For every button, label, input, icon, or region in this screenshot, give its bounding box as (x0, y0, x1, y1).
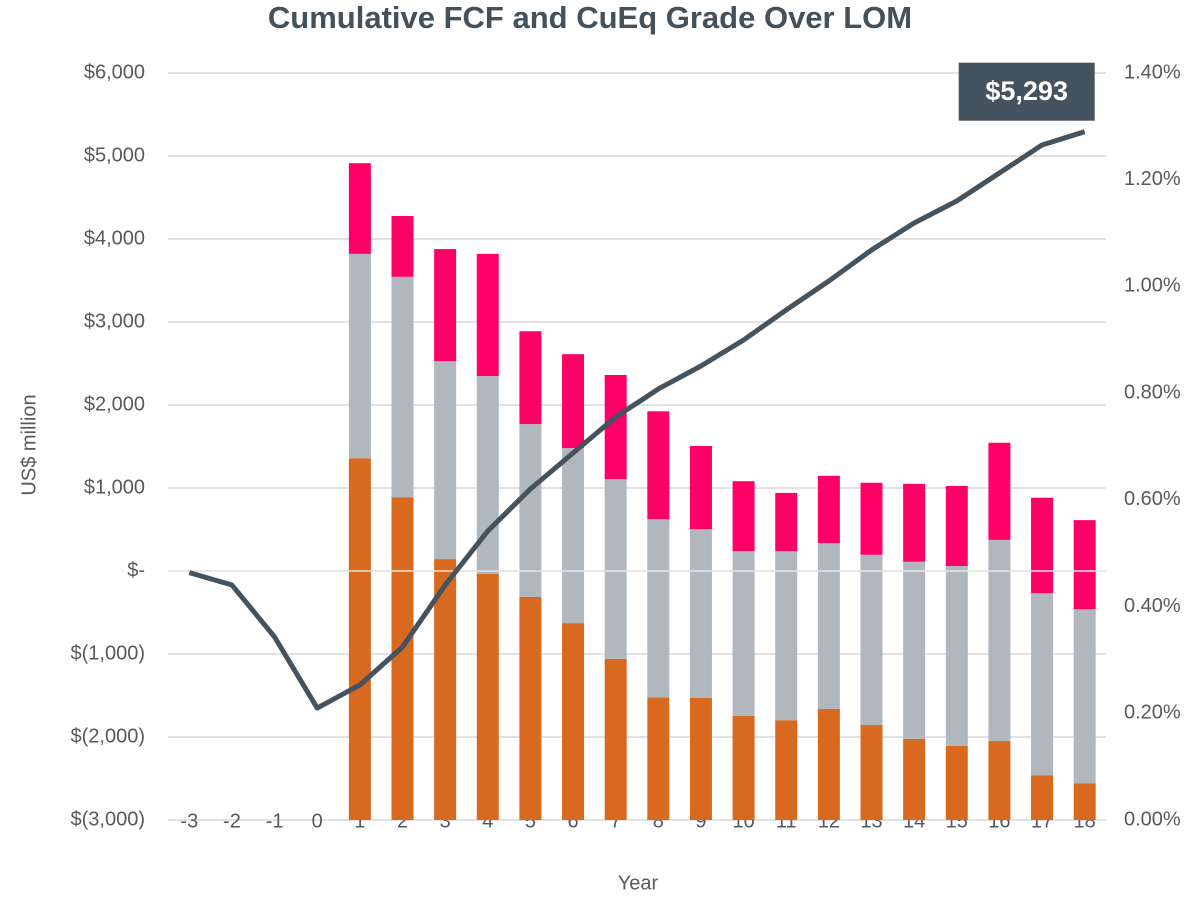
x-tick-label: 0 (312, 810, 323, 832)
x-tick-label: 1 (354, 810, 365, 832)
x-tick-label: 9 (695, 810, 706, 832)
bar-segment (348, 253, 371, 459)
bar-segment (817, 709, 840, 820)
bar-segment (476, 574, 499, 820)
bar-segment (689, 697, 712, 820)
bar-segment (391, 215, 414, 277)
y-tick-label: $(3,000) (71, 808, 146, 830)
y-tick-label: $1,000 (84, 476, 145, 498)
bar-segment (434, 361, 457, 560)
bar-segment (348, 163, 371, 254)
bar-segment (1073, 520, 1096, 610)
bar-segment (647, 411, 670, 520)
y-axis-label: US$ million (18, 394, 40, 495)
bar-segment (348, 458, 371, 820)
bar-segment (860, 725, 883, 820)
bar-segment (860, 554, 883, 726)
y2-tick-label: 0.40% (1124, 595, 1181, 617)
bar-segment (647, 519, 670, 698)
bar-segment (476, 253, 499, 377)
bar-segment (519, 424, 542, 597)
y-tick-label: $2,000 (84, 393, 145, 415)
bar-segment (945, 485, 968, 567)
bar-segment (1073, 609, 1096, 784)
annotation-box (958, 62, 1095, 121)
bar-segment (817, 543, 840, 710)
bar-segment (988, 539, 1011, 742)
bar-segment (1031, 497, 1054, 594)
x-tick-label: 6 (567, 810, 578, 832)
y-tick-label: $(1,000) (71, 642, 146, 664)
bar-segment (1031, 775, 1054, 820)
line (188, 129, 1086, 711)
bar-segment (903, 561, 926, 739)
bar-segment (562, 448, 585, 624)
bar-segment (732, 551, 755, 716)
bar-segment (903, 738, 926, 820)
bar-segment (689, 445, 712, 530)
y-tick-label: $5,000 (84, 144, 145, 166)
bar-segment (604, 479, 627, 659)
y2-tick-label: 0.20% (1124, 702, 1181, 724)
value-label: $5,293 (985, 76, 1068, 106)
x-tick-label: 7 (610, 810, 621, 832)
bar-segment (1031, 593, 1054, 776)
y-tick-label: $(2,000) (71, 725, 146, 747)
bar-segment (519, 331, 542, 425)
x-axis-label: Year (618, 872, 659, 894)
y-tick-label: $4,000 (84, 227, 145, 249)
y2-tick-label: 1.40% (1124, 61, 1181, 83)
bar-segment (945, 745, 968, 820)
x-tick-label: -3 (180, 810, 198, 832)
bar-segment (434, 559, 457, 820)
y2-tick-label: 0.60% (1124, 488, 1181, 510)
y2-tick-label: 0.80% (1124, 381, 1181, 403)
x-tick-label: -2 (223, 810, 241, 832)
bar-segment (945, 566, 968, 746)
bar-segment (988, 442, 1011, 540)
bar-segment (775, 492, 798, 552)
bar-segment (860, 482, 883, 555)
y2-tick-label: 1.20% (1124, 168, 1181, 190)
x-tick-label: 5 (525, 810, 536, 832)
bar-segment (391, 276, 414, 498)
bar-segment (988, 741, 1011, 820)
bar-segment (562, 354, 585, 449)
bar-segment (647, 697, 670, 820)
bar-segment (732, 481, 755, 552)
bar-segment (689, 529, 712, 698)
x-tick-label: 2 (397, 810, 408, 832)
y2-tick-label: 0.00% (1124, 808, 1181, 830)
bar-segment (434, 249, 457, 362)
bar-segment (1073, 783, 1096, 820)
x-tick-label: 3 (440, 810, 451, 832)
y2-tick-label: 1.00% (1124, 275, 1181, 297)
bar-segment (775, 720, 798, 820)
bar-segment (519, 596, 542, 820)
x-tick-label: 8 (653, 810, 664, 832)
y-tick-label: $6,000 (84, 61, 145, 83)
bar-segment (604, 658, 627, 820)
y-tick-label: $3,000 (84, 310, 145, 332)
bar-segment (732, 715, 755, 820)
bar-segment (903, 483, 926, 562)
chart-title: Cumulative FCF and CuEq Grade Over LOM (268, 0, 912, 35)
bar-segment (817, 475, 840, 544)
bar-segment (391, 497, 414, 820)
x-tick-label: 4 (482, 810, 493, 832)
bar-segment (604, 375, 627, 480)
x-tick-label: -1 (266, 810, 284, 832)
bar-segment (562, 623, 585, 820)
bar-segment (775, 551, 798, 721)
y-tick-label: $- (127, 559, 145, 581)
